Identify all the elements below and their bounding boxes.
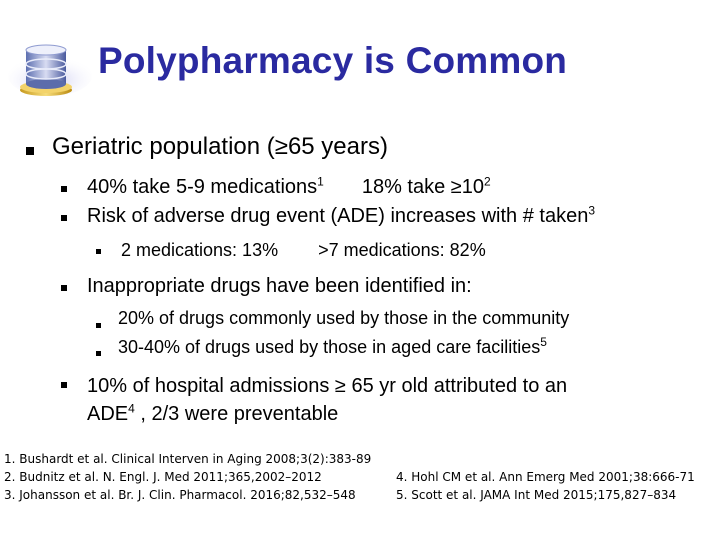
references-right: 4. Hohl CM et al. Ann Emerg Med 2001;38:…: [396, 468, 695, 504]
bullet-inappropriate-drugs: Inappropriate drugs have been identified…: [87, 275, 472, 297]
reference-item: 5. Scott et al. JAMA Int Med 2015;175,82…: [396, 488, 677, 502]
ade-risk-text: Risk of adverse drug event (ADE) increas…: [87, 205, 589, 227]
ref-2: 2: [484, 174, 491, 189]
slide-title: Polypharmacy is Common: [98, 40, 568, 81]
reference-item: 3. Johansson et al. Br. J. Clin. Pharmac…: [4, 488, 356, 502]
bullet-marker: [96, 351, 101, 356]
ref-3: 3: [588, 203, 596, 218]
bullet-marker: [61, 285, 67, 291]
references-left: 1. Bushardt et al. Clinical Interven in …: [4, 450, 371, 504]
reference-item: 1. Bushardt et al. Clinical Interven in …: [4, 452, 372, 466]
reference-item: 4. Hohl CM et al. Ann Emerg Med 2001;38:…: [396, 470, 695, 484]
bullet-marker: [26, 147, 34, 155]
medications-10-plus: 18% take ≥10: [361, 176, 484, 198]
risk-2-medications: 2 medications: 13%: [121, 240, 279, 260]
risk-7-plus-medications: >7 medications: 82%: [318, 240, 486, 260]
hospital-admissions-line1: 10% of hospital admissions ≥ 65 yr old a…: [87, 375, 568, 397]
bullet-medications-counts: 40% take 5-9 medications1 18% take ≥102: [87, 174, 491, 199]
bullet-geriatric-population: Geriatric population (≥65 years): [52, 133, 388, 160]
hospital-admissions-line2: ADE4 , 2/3 were preventable: [87, 400, 567, 428]
bullet-aged-care-drugs: 30-40% of drugs used by those in aged ca…: [118, 335, 547, 358]
bullet-marker: [61, 215, 67, 221]
bullet-marker: [61, 382, 67, 388]
ref-4: 4: [128, 401, 135, 416]
preventable-text: , 2/3 were preventable: [134, 403, 339, 425]
bullet-ade-risk: Risk of adverse drug event (ADE) increas…: [87, 203, 596, 228]
bullet-marker: [61, 186, 67, 192]
bullet-hospital-admissions: 10% of hospital admissions ≥ 65 yr old a…: [87, 372, 567, 428]
aged-care-text: 30-40% of drugs used by those in aged ca…: [118, 337, 541, 357]
ref-5: 5: [540, 335, 547, 349]
reference-item: 2. Budnitz et al. N. Engl. J. Med 2011;3…: [4, 470, 322, 484]
bullet-marker: [96, 249, 101, 254]
bullet-marker: [96, 323, 101, 328]
ade-text: ADE: [87, 403, 129, 425]
medications-5-9: 40% take 5-9 medications: [87, 176, 318, 198]
ref-1: 1: [317, 174, 324, 189]
pill-stack-icon: [8, 44, 92, 96]
bullet-medication-risk-rates: 2 medications: 13% >7 medications: 82%: [121, 240, 486, 261]
bullet-community-drugs: 20% of drugs commonly used by those in t…: [118, 308, 570, 328]
